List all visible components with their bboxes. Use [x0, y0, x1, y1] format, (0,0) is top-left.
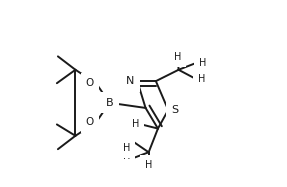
Text: N: N [126, 76, 134, 86]
Text: H: H [198, 74, 205, 84]
Text: B: B [106, 98, 113, 108]
Text: S: S [171, 105, 179, 115]
Text: H: H [132, 119, 139, 129]
Text: H: H [145, 160, 152, 170]
Text: H: H [174, 52, 181, 62]
Text: O: O [86, 117, 94, 127]
Text: H: H [123, 143, 130, 153]
Text: H: H [199, 58, 207, 68]
Text: O: O [86, 78, 94, 88]
Text: H: H [123, 151, 130, 161]
